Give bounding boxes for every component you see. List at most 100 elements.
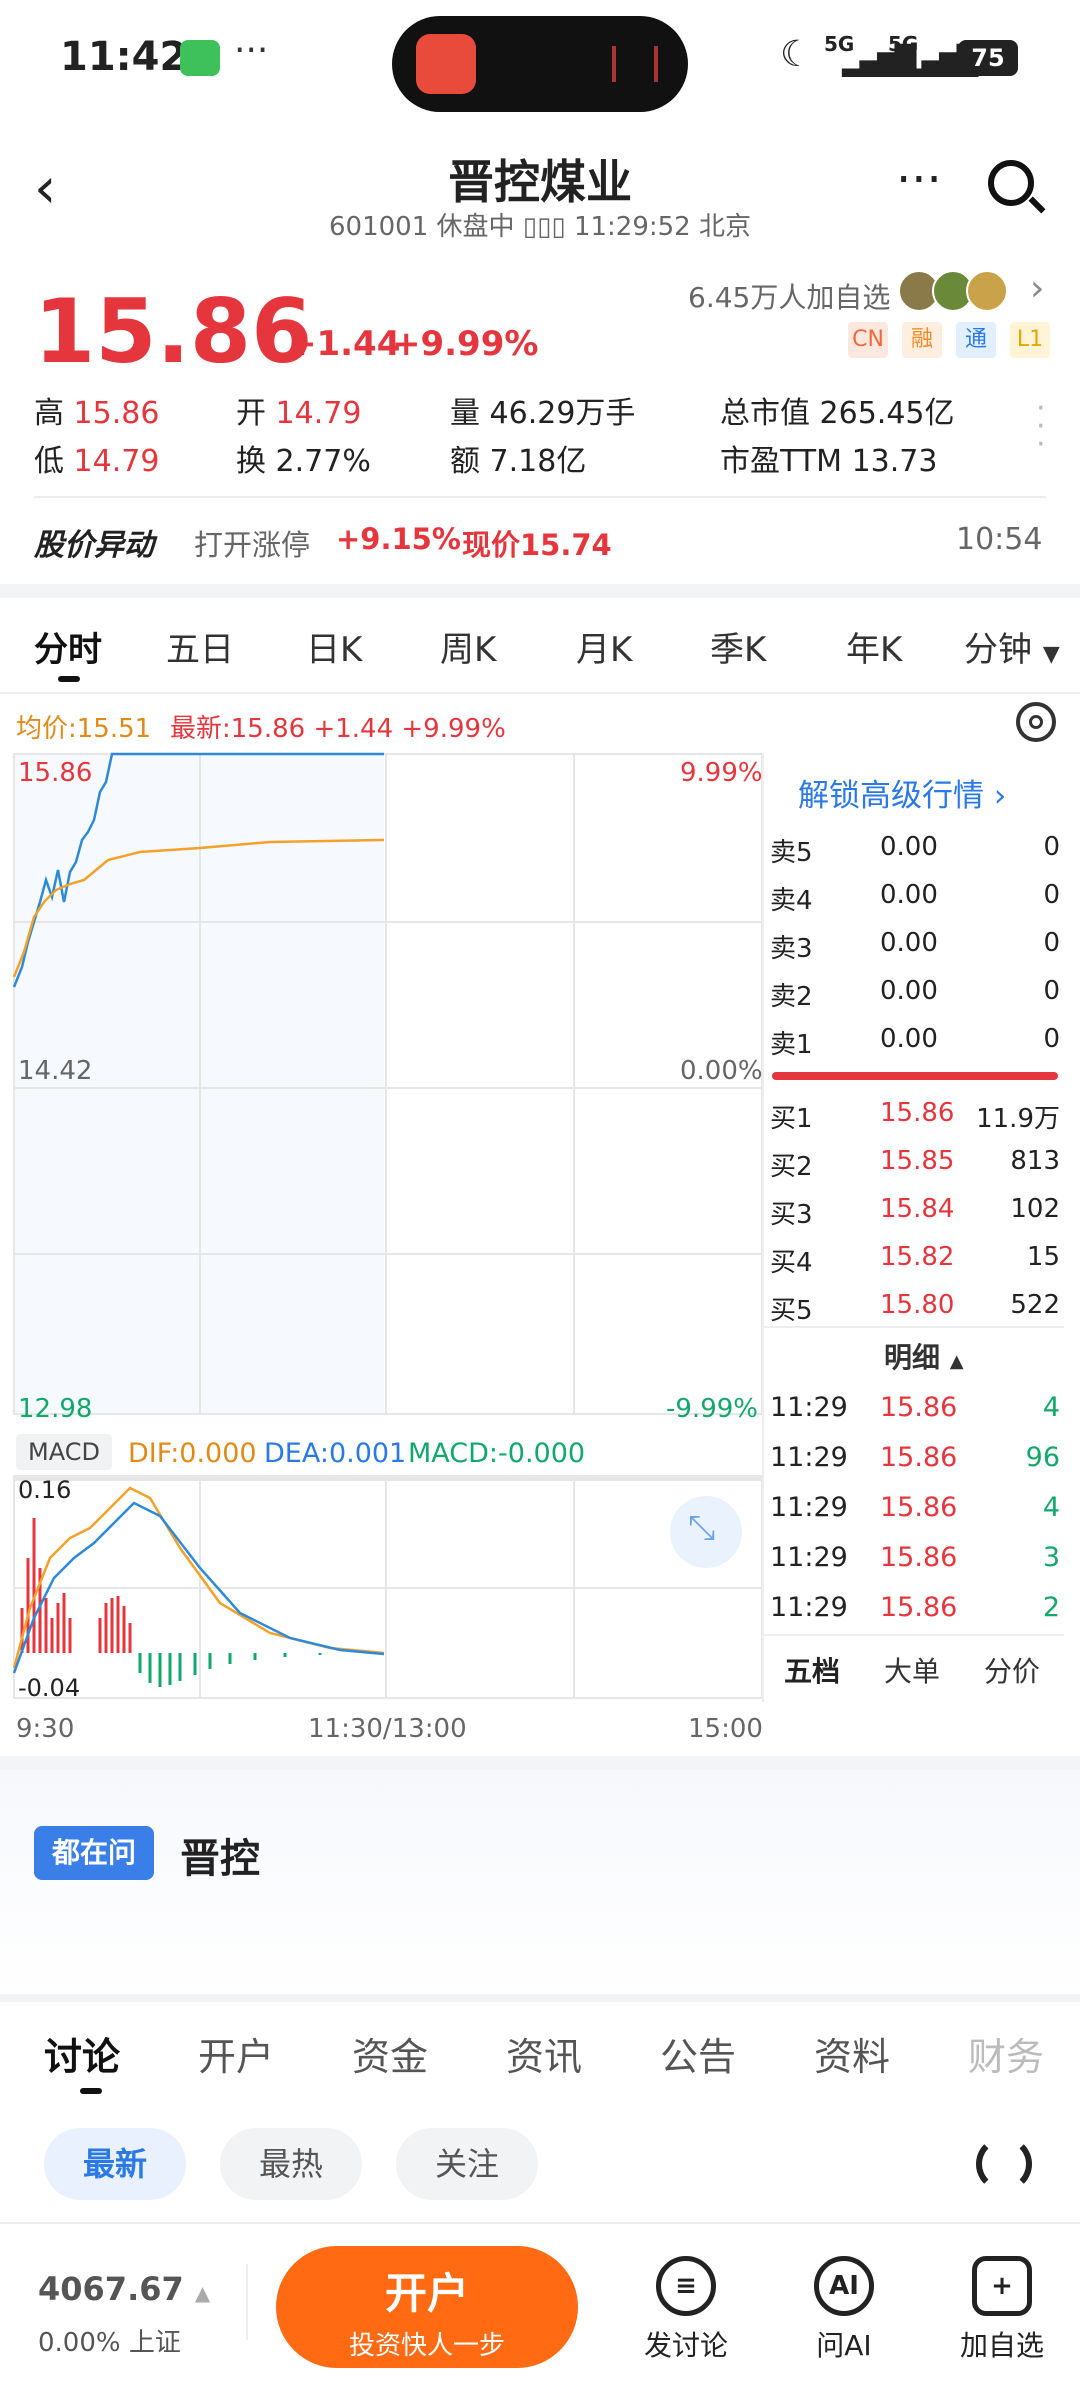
tab-five-levels[interactable]: 五档 <box>784 1655 841 1688</box>
tab-indicator <box>80 2088 102 2094</box>
audio-wave-icon <box>612 46 658 82</box>
status-bar: 11:42 ··· ☾ 5G ▂▄▆█ 5G ▂▄▆█ 75 <box>0 0 1080 120</box>
pct-label-mid: 0.00% <box>680 1056 763 1086</box>
macd-value: MACD:-0.000 <box>408 1438 586 1469</box>
x-label-start: 9:30 <box>16 1714 75 1744</box>
stat-amount: 额 7.18亿 <box>450 444 587 479</box>
tab-daily[interactable]: 日K <box>306 630 363 670</box>
stat-open: 开 14.79 <box>236 396 362 431</box>
tag-l1: L1 <box>1010 322 1050 358</box>
y-label-top: 15.86 <box>18 758 93 788</box>
tab-minute[interactable]: 分钟 ▼ <box>964 630 1060 670</box>
back-icon[interactable]: ‹ <box>34 156 57 221</box>
buy-3-row: 买3 15.84 102 <box>770 1194 1060 1230</box>
tab-weekly[interactable]: 周K <box>440 630 497 670</box>
open-account-sub: 投资快人一步 <box>348 2331 505 2361</box>
sell-3-row: 卖3 0.00 0 <box>770 928 1060 964</box>
avg-price-legend: 均价:15.51 <box>16 714 152 744</box>
alert-price: 现价15.74 <box>462 528 612 562</box>
macd-dea: DEA:0.001 <box>264 1438 407 1469</box>
detail-row: 11:29 15.86 96 <box>770 1442 1060 1473</box>
current-price: 15.86 <box>34 280 313 383</box>
price-change-pct: +9.99% <box>392 324 539 364</box>
tab-quarterly[interactable]: 季K <box>710 630 767 670</box>
stat-low: 低 14.79 <box>34 444 160 479</box>
detail-row: 11:29 15.86 3 <box>770 1542 1060 1573</box>
add-watchlist-button[interactable]: + 加自选 <box>942 2256 1062 2364</box>
macd-label[interactable]: MACD <box>16 1434 112 1470</box>
index-change: 0.00% 上证 <box>38 2328 181 2358</box>
sell-4-row: 卖4 0.00 0 <box>770 880 1060 916</box>
signal-5g-1: 5G <box>824 32 855 56</box>
pct-label-top: 9.99% <box>680 758 763 788</box>
tab-intraday[interactable]: 分时 <box>34 630 102 670</box>
signal-bars-icon: ▂▄▆█ <box>842 44 916 77</box>
discussion-tabs: 讨论 开户 资金 资讯 公告 资料 财务 <box>0 2010 1080 2120</box>
stock-subtitle: 601001 休盘中 ▯▯▯ 11:29:52 北京 <box>328 212 751 242</box>
ask-badge: 都在问 <box>34 1826 154 1880</box>
more-dots-icon: ··· <box>234 30 269 71</box>
expand-icon <box>670 1496 742 1568</box>
expand-dots-icon[interactable]: · · · <box>1036 391 1046 462</box>
tab-5day[interactable]: 五日 <box>166 630 234 670</box>
app-notification-icon <box>180 40 220 76</box>
tab-price-dist[interactable]: 分价 <box>984 1655 1041 1688</box>
tab-indicator <box>58 676 80 682</box>
buy-2-row: 买2 15.85 813 <box>770 1146 1060 1182</box>
latest-legend: 最新:15.86 +1.44 +9.99% <box>170 714 506 744</box>
tag-connect: 通 <box>956 322 996 358</box>
sell-5-row: 卖5 0.00 0 <box>770 832 1060 868</box>
divider <box>0 1994 1080 2002</box>
y-label-mid: 14.42 <box>18 1056 93 1086</box>
open-account-button[interactable]: 开户 投资快人一步 <box>276 2246 578 2368</box>
alert-time: 10:54 <box>956 522 1043 557</box>
price-change: +1.44 <box>288 324 401 364</box>
ask-text: 晋控 <box>180 1836 260 1882</box>
chevron-right-icon[interactable]: › <box>1030 268 1045 309</box>
app-icon <box>416 34 476 94</box>
ask-ai-label: 问AI <box>816 2329 872 2362</box>
quote-panel: 15.86 +1.44 +9.99% 6.45万人加自选 › CN 融 通 L1… <box>0 260 1080 580</box>
macd-bottom-label: -0.04 <box>18 1674 81 1702</box>
more-icon[interactable]: ··· <box>896 152 942 208</box>
tab-financials[interactable]: 财务 <box>968 2035 1045 2079</box>
post-discussion-label: 发讨论 <box>643 2329 728 2362</box>
nav-bar: ‹ 晋控煤业 601001 休盘中 ▯▯▯ 11:29:52 北京 ··· <box>0 130 1080 260</box>
tab-yearly[interactable]: 年K <box>846 630 903 670</box>
tab-profile[interactable]: 资料 <box>814 2035 891 2079</box>
detail-title[interactable]: 明细 ▲ <box>884 1341 964 1374</box>
refresh-icon[interactable] <box>976 2136 1032 2192</box>
filter-latest[interactable]: 最新 <box>44 2128 186 2200</box>
tab-funds[interactable]: 资金 <box>352 2035 429 2079</box>
tab-news[interactable]: 资讯 <box>506 2035 583 2079</box>
alert-pct: +9.15% <box>336 522 461 556</box>
ask-section[interactable]: 都在问 晋控 <box>0 1770 1080 1994</box>
filter-hot[interactable]: 最热 <box>220 2128 362 2200</box>
x-label-end: 15:00 <box>688 1714 763 1744</box>
open-account-label: 开户 <box>384 2269 469 2318</box>
tab-large-orders[interactable]: 大单 <box>884 1655 941 1688</box>
unlock-advanced-quotes[interactable]: 解锁高级行情 › <box>798 778 1007 814</box>
macd-dif: DIF:0.000 <box>128 1438 257 1469</box>
ask-ai-button[interactable]: AI 问AI <box>784 2256 904 2364</box>
stat-high: 高 15.86 <box>34 396 160 431</box>
buy-4-row: 买4 15.82 15 <box>770 1242 1060 1278</box>
index-value[interactable]: 4067.67 ▲ <box>38 2270 211 2308</box>
moon-icon: ☾ <box>780 34 813 75</box>
tab-discuss[interactable]: 讨论 <box>44 2035 121 2079</box>
alert-text: 打开涨停 <box>194 528 311 562</box>
post-discussion-button[interactable]: ≡ 发讨论 <box>626 2256 746 2364</box>
tab-announcements[interactable]: 公告 <box>660 2035 737 2079</box>
detail-row: 11:29 15.86 4 <box>770 1492 1060 1523</box>
tag-margin: 融 <box>902 322 942 358</box>
stat-volume: 量 46.29万手 <box>450 396 636 431</box>
tab-account[interactable]: 开户 <box>198 2035 275 2079</box>
fullscreen-icon[interactable]: ⤡ <box>688 1508 716 1548</box>
tab-monthly[interactable]: 月K <box>576 630 633 670</box>
watchers-count[interactable]: 6.45万人加自选 <box>688 281 891 314</box>
settings-icon[interactable] <box>1016 702 1056 742</box>
search-icon[interactable] <box>988 160 1046 214</box>
filter-follow[interactable]: 关注 <box>396 2128 538 2200</box>
clock: 11:42 <box>60 34 188 80</box>
chart-tabs: 分时 五日 日K 周K 月K 季K 年K 分钟 ▼ <box>0 604 1080 690</box>
